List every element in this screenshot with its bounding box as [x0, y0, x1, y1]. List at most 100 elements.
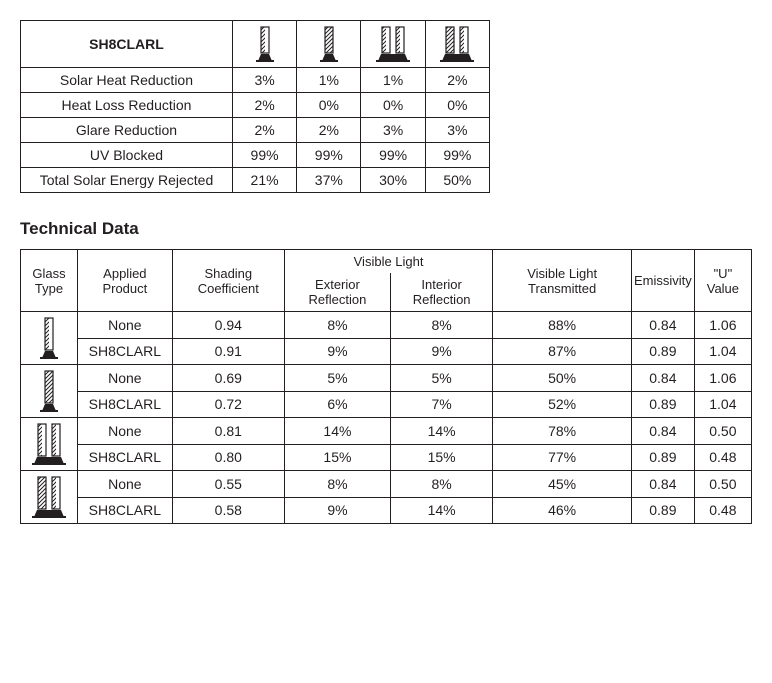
shading-coeff: 0.72 [172, 391, 284, 418]
th-vlt: Visible Light Transmitted [493, 250, 632, 312]
metric-value: 99% [297, 143, 361, 168]
vlt: 46% [493, 497, 632, 524]
th-applied-product: Applied Product [78, 250, 173, 312]
th-int-reflection: Interior Reflection [391, 273, 493, 312]
vlt: 52% [493, 391, 632, 418]
shading-coeff: 0.91 [172, 338, 284, 365]
applied-product: SH8CLARL [78, 391, 173, 418]
shading-coeff: 0.80 [172, 444, 284, 471]
glass-type-cell [21, 471, 78, 524]
metric-value: 30% [361, 168, 425, 193]
metric-value: 3% [425, 118, 489, 143]
int-reflection: 9% [391, 338, 493, 365]
int-reflection: 15% [391, 444, 493, 471]
ext-reflection: 8% [284, 471, 390, 498]
vlt: 88% [493, 312, 632, 339]
glass-icon-double-clear [374, 25, 412, 63]
int-reflection: 14% [391, 497, 493, 524]
glass-icon-double-tint [438, 25, 476, 63]
glass-header-1 [232, 21, 296, 68]
emissivity: 0.89 [631, 391, 694, 418]
metric-label: Solar Heat Reduction [21, 68, 233, 93]
int-reflection: 8% [391, 312, 493, 339]
th-glass-type: Glass Type [21, 250, 78, 312]
u-value: 1.06 [694, 365, 751, 392]
applied-product: SH8CLARL [78, 444, 173, 471]
glass-icon-single-clear [27, 316, 71, 360]
metric-value: 0% [425, 93, 489, 118]
metric-value: 2% [232, 118, 296, 143]
metric-value: 2% [297, 118, 361, 143]
metric-value: 1% [361, 68, 425, 93]
glass-header-4 [425, 21, 489, 68]
th-visible-light: Visible Light [284, 250, 492, 274]
glass-icon-double-clear [27, 422, 71, 466]
ext-reflection: 15% [284, 444, 390, 471]
int-reflection: 8% [391, 471, 493, 498]
u-value: 1.04 [694, 338, 751, 365]
technical-data-heading: Technical Data [20, 219, 752, 239]
metric-value: 0% [297, 93, 361, 118]
u-value: 0.48 [694, 444, 751, 471]
glass-header-2 [297, 21, 361, 68]
metric-label: Heat Loss Reduction [21, 93, 233, 118]
ext-reflection: 8% [284, 312, 390, 339]
emissivity: 0.84 [631, 418, 694, 445]
applied-product: None [78, 365, 173, 392]
glass-icon-double-tint [27, 475, 71, 519]
metric-value: 3% [232, 68, 296, 93]
th-emissivity: Emissivity [631, 250, 694, 312]
metric-value: 1% [297, 68, 361, 93]
applied-product: None [78, 471, 173, 498]
metric-value: 99% [232, 143, 296, 168]
shading-coeff: 0.55 [172, 471, 284, 498]
u-value: 0.48 [694, 497, 751, 524]
metric-value: 2% [425, 68, 489, 93]
summary-table: SH8CLARL [20, 20, 490, 193]
applied-product: None [78, 418, 173, 445]
u-value: 1.06 [694, 312, 751, 339]
applied-product: None [78, 312, 173, 339]
th-uvalue: "U" Value [694, 250, 751, 312]
vlt: 78% [493, 418, 632, 445]
glass-type-cell [21, 312, 78, 365]
emissivity: 0.89 [631, 497, 694, 524]
applied-product: SH8CLARL [78, 497, 173, 524]
ext-reflection: 14% [284, 418, 390, 445]
u-value: 1.04 [694, 391, 751, 418]
shading-coeff: 0.81 [172, 418, 284, 445]
glass-type-cell [21, 418, 78, 471]
int-reflection: 14% [391, 418, 493, 445]
ext-reflection: 6% [284, 391, 390, 418]
ext-reflection: 9% [284, 338, 390, 365]
metric-label: UV Blocked [21, 143, 233, 168]
applied-product: SH8CLARL [78, 338, 173, 365]
int-reflection: 5% [391, 365, 493, 392]
ext-reflection: 9% [284, 497, 390, 524]
emissivity: 0.84 [631, 312, 694, 339]
int-reflection: 7% [391, 391, 493, 418]
vlt: 45% [493, 471, 632, 498]
u-value: 0.50 [694, 418, 751, 445]
shading-coeff: 0.69 [172, 365, 284, 392]
metric-value: 37% [297, 168, 361, 193]
glass-icon-single-tint [27, 369, 71, 413]
vlt: 50% [493, 365, 632, 392]
metric-label: Total Solar Energy Rejected [21, 168, 233, 193]
u-value: 0.50 [694, 471, 751, 498]
shading-coeff: 0.94 [172, 312, 284, 339]
ext-reflection: 5% [284, 365, 390, 392]
metric-value: 99% [361, 143, 425, 168]
emissivity: 0.84 [631, 365, 694, 392]
glass-header-3 [361, 21, 425, 68]
metric-value: 21% [232, 168, 296, 193]
technical-data-table: Glass Type Applied Product Shading Coeff… [20, 249, 752, 524]
glass-icon-single-clear [246, 25, 284, 63]
emissivity: 0.84 [631, 471, 694, 498]
emissivity: 0.89 [631, 338, 694, 365]
metric-label: Glare Reduction [21, 118, 233, 143]
th-shading: Shading Coefficient [172, 250, 284, 312]
metric-value: 3% [361, 118, 425, 143]
metric-value: 2% [232, 93, 296, 118]
product-code-header: SH8CLARL [21, 21, 233, 68]
